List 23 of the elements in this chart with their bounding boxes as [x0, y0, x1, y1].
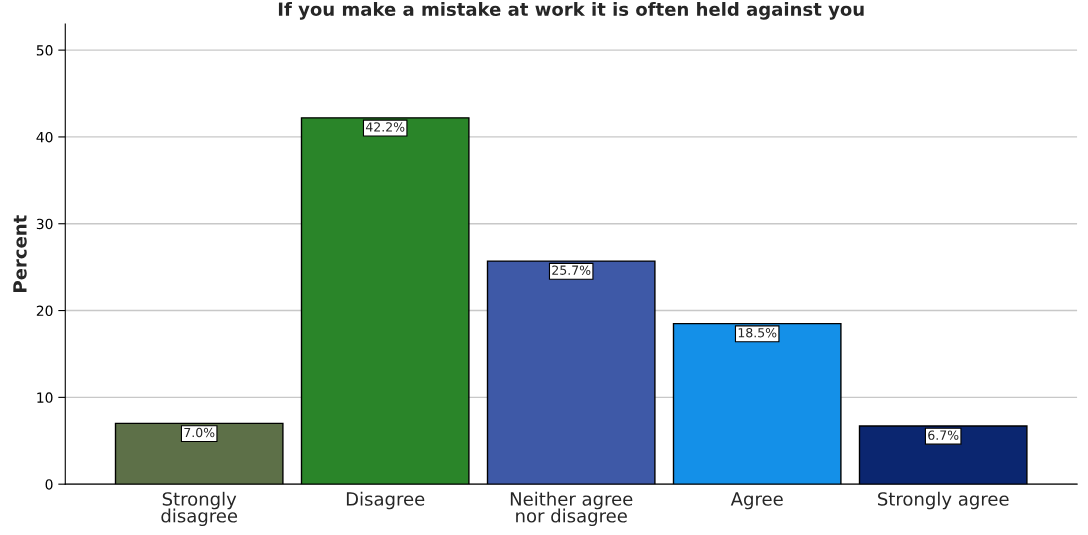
data-label: 25.7%	[552, 265, 591, 275]
y-tick-label: 50	[36, 45, 53, 56]
data-label: 42.2%	[365, 122, 405, 132]
data-label: 6.7%	[928, 430, 959, 440]
bar	[672, 322, 842, 485]
x-tick-label: Neither agree nor disagree	[510, 491, 633, 527]
chart-title: If you make a mistake at work it is often held against you	[278, 2, 864, 20]
y-tick-label: 0	[45, 479, 53, 490]
x-tick-label: Strongly agree	[878, 491, 1009, 510]
bar	[486, 260, 656, 485]
y-tick-label: 30	[36, 218, 53, 230]
x-tick-label: Disagree	[346, 491, 425, 510]
x-tick-label: Agree	[730, 492, 783, 510]
bar	[858, 425, 1028, 485]
y-tick-label: 10	[37, 392, 53, 403]
data-label: 7.0%	[184, 427, 215, 438]
data-label: 18.5%	[738, 327, 777, 338]
y-tick-label: 40	[36, 131, 53, 143]
y-tick-label: 20	[36, 305, 53, 317]
x-tick-label: Strongly disagree	[161, 491, 238, 527]
bar	[300, 117, 470, 485]
bar	[114, 422, 284, 485]
y-axis-title: Percent	[13, 215, 27, 292]
